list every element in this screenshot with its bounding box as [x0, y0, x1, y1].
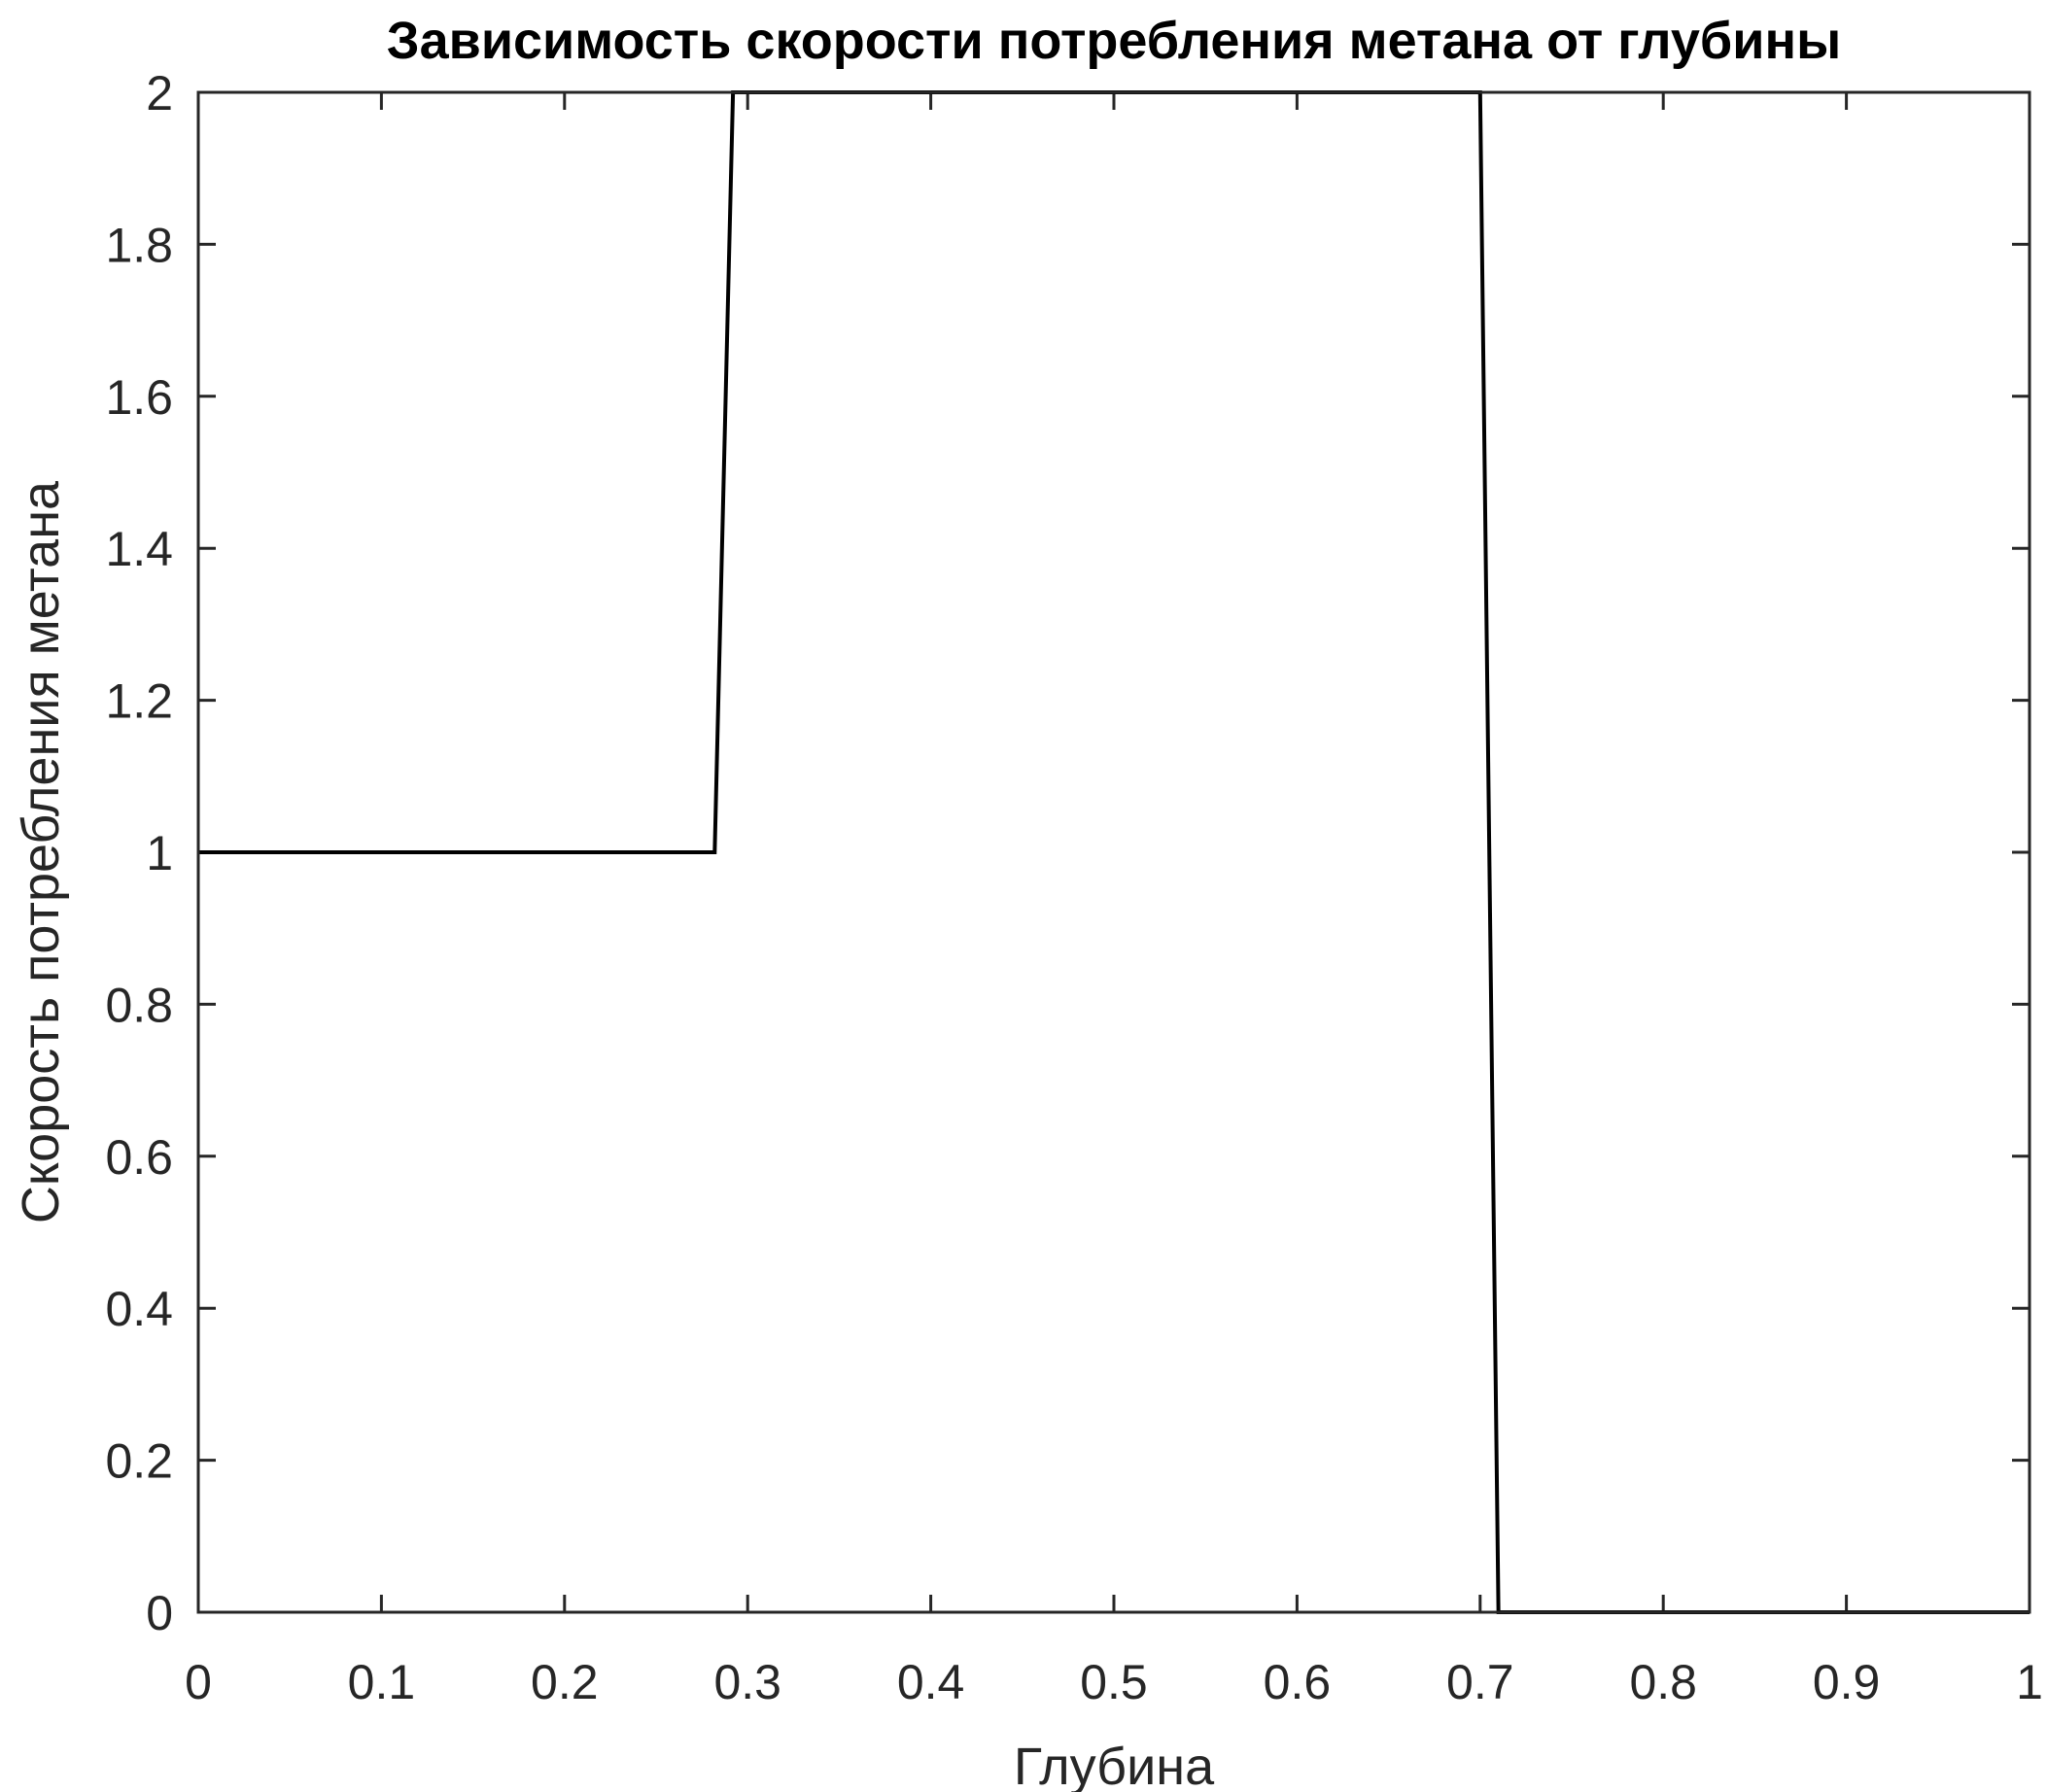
- y-tick-label: 0.4: [105, 1282, 173, 1336]
- y-tick-label: 1.8: [105, 218, 173, 272]
- y-tick-label: 1.6: [105, 370, 173, 425]
- x-tick-label: 0.4: [897, 1655, 965, 1709]
- x-tick-label: 0.5: [1080, 1655, 1148, 1709]
- y-tick-label: 1.4: [105, 522, 173, 576]
- y-tick-label: 0: [146, 1586, 173, 1640]
- x-axis-label: Глубина: [1014, 1738, 1215, 1792]
- y-tick-label: 1: [146, 826, 173, 880]
- y-tick-label: 0.8: [105, 978, 173, 1032]
- axes-box: [196, 90, 2031, 1614]
- x-tick-label: 0.1: [348, 1655, 416, 1709]
- x-tick-label: 1: [2016, 1655, 2043, 1709]
- y-tick-label: 1.2: [105, 674, 173, 729]
- y-axis-label: Скорость потребления метана: [12, 480, 70, 1223]
- x-tick-label: 0.2: [531, 1655, 599, 1709]
- ticks: 0 0.1 0.2 0.3 0.4 0.5 0.6 0.7 0.8 0.9 1 0 0.2 0.4 0.6 0…: [105, 66, 2042, 1709]
- x-tick-label: 0.3: [713, 1655, 781, 1709]
- series-line-0: [198, 90, 2030, 1614]
- x-tick-label: 0.8: [1629, 1655, 1697, 1709]
- x-tick-label: 0: [185, 1655, 212, 1709]
- y-tick-label: 0.6: [105, 1130, 173, 1185]
- x-tick-label: 0.9: [1813, 1655, 1881, 1709]
- y-tick-label: 2: [146, 66, 173, 121]
- series: [198, 90, 2030, 1614]
- x-tick-label: 0.6: [1264, 1655, 1332, 1709]
- x-tick-label: 0.7: [1446, 1655, 1514, 1709]
- chart-title: Зависимость скорости потребления метана …: [387, 12, 1841, 70]
- y-tick-label: 0.2: [105, 1434, 173, 1489]
